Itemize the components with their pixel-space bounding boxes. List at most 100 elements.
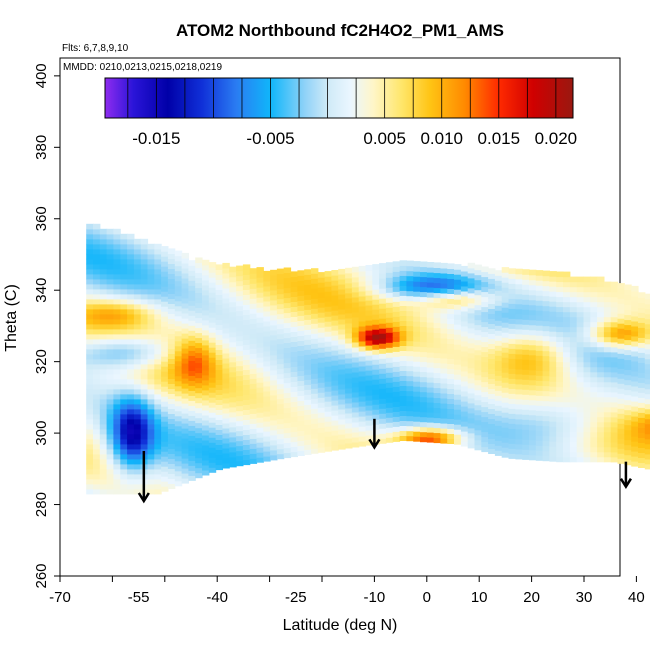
heatmap-cell (590, 296, 598, 303)
heatmap-cell (324, 271, 332, 277)
heatmap-cell (481, 371, 489, 378)
heatmap-cell (331, 430, 339, 436)
heatmap-cell (283, 382, 292, 389)
heatmap-cell (488, 363, 496, 369)
heatmap-cell (113, 313, 121, 320)
heatmap-cell (345, 362, 353, 369)
heatmap-cell (631, 401, 639, 407)
heatmap-cell (351, 396, 360, 403)
heatmap-cell (324, 401, 332, 407)
heatmap-cell (99, 448, 108, 455)
heatmap-cell (467, 327, 476, 334)
heatmap-cell (372, 299, 380, 305)
heatmap-cell (167, 383, 176, 389)
heatmap-cell (154, 418, 162, 425)
heatmap-cell (290, 406, 298, 412)
heatmap-cell (351, 381, 360, 388)
heatmap-cell (345, 322, 353, 329)
heatmap-cell (576, 276, 585, 283)
heatmap-cell (454, 264, 462, 270)
heatmap-cell (93, 393, 101, 400)
heatmap-cell (195, 467, 203, 474)
heatmap-cell (99, 408, 108, 415)
dates-label: MMDD: 0210,0213,0215,0218,0219 (63, 62, 222, 73)
heatmap-cell (311, 393, 319, 399)
heatmap-cell (590, 406, 598, 413)
heatmap-cell (222, 407, 230, 414)
heatmap-cell (297, 310, 305, 316)
heatmap-cell (338, 343, 346, 350)
heatmap-cell (576, 316, 585, 323)
heatmap-cell (644, 403, 650, 410)
heatmap-cell (304, 404, 312, 410)
heatmap-cell (474, 309, 482, 316)
heatmap-cell (202, 349, 210, 356)
heatmap-cell (447, 433, 455, 439)
heatmap-cell (154, 368, 162, 375)
heatmap-cell (631, 340, 639, 347)
heatmap-cell (549, 366, 557, 372)
heatmap-cell (99, 323, 108, 330)
heatmap-cell (576, 381, 585, 388)
heatmap-cell (161, 271, 169, 277)
heatmap-cell (440, 292, 448, 299)
heatmap-cell (426, 352, 435, 358)
heatmap-cell (603, 416, 612, 423)
heatmap-cell (529, 279, 537, 286)
heatmap-cell (195, 472, 203, 479)
heatmap-cell (563, 356, 571, 363)
heatmap-cell (406, 435, 414, 442)
heatmap-cell (317, 312, 326, 318)
heatmap-cell (488, 288, 496, 294)
heatmap-cell (610, 421, 619, 428)
heatmap-cell (488, 338, 496, 344)
heatmap-cell (304, 344, 312, 350)
heatmap-cell (99, 438, 108, 445)
heatmap-cell (556, 281, 564, 288)
heatmap-cell (494, 280, 503, 286)
heatmap-cell (113, 303, 121, 310)
heatmap-cell (392, 291, 401, 297)
heatmap-cell (113, 253, 121, 260)
heatmap-cell (522, 294, 530, 300)
heatmap-cell (426, 302, 435, 308)
heatmap-cell (617, 333, 625, 339)
heatmap-cell (324, 331, 332, 337)
heatmap-cell (372, 319, 380, 325)
heatmap-cell (174, 320, 183, 327)
heatmap-cell (488, 368, 496, 374)
heatmap-cell (113, 293, 121, 300)
heatmap-cell (583, 356, 591, 363)
heatmap-cell (508, 448, 516, 454)
heatmap-cell (113, 463, 121, 470)
heatmap-cell (317, 367, 326, 373)
heatmap-cell (188, 360, 196, 366)
heatmap-cell (372, 344, 380, 350)
heatmap-cell (372, 429, 380, 435)
flights-label: Flts: 6,7,8,9,10 (62, 43, 129, 54)
heatmap-cell (440, 403, 448, 409)
heatmap-cell (644, 413, 650, 420)
heatmap-cell (311, 278, 319, 284)
heatmap-cell (644, 398, 650, 405)
heatmap-cell (556, 431, 564, 438)
heatmap-cell (93, 458, 101, 465)
heatmap-cell (454, 389, 462, 395)
heatmap-cell (454, 289, 462, 295)
heatmap-cell (597, 291, 605, 298)
heatmap-cell (195, 317, 203, 324)
heatmap-cell (597, 311, 605, 318)
heatmap-cell (195, 367, 203, 374)
heatmap-cell (392, 286, 401, 292)
heatmap-cell (140, 388, 149, 395)
heatmap-cell (167, 278, 176, 284)
heatmap-cell (202, 359, 210, 366)
heatmap-cell (365, 435, 373, 441)
heatmap-cell (263, 295, 271, 302)
heatmap-cell (576, 456, 585, 463)
heatmap-cell (494, 425, 503, 431)
heatmap-cell (631, 295, 639, 302)
heatmap-cell (556, 391, 564, 398)
heatmap-cell (481, 306, 489, 313)
heatmap-cell (236, 455, 244, 462)
